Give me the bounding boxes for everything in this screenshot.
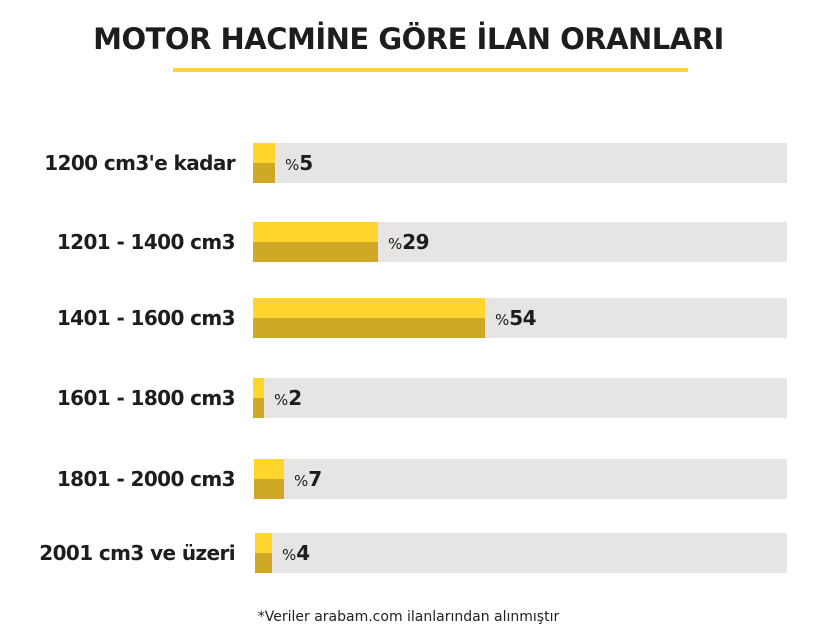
- value-number: 5: [299, 151, 313, 175]
- value-number: 7: [308, 467, 322, 491]
- percent-sign: %: [274, 391, 289, 409]
- bar-bottom-half: [253, 398, 264, 418]
- bar: [253, 222, 378, 262]
- bar: [254, 459, 284, 499]
- title-underline: [173, 68, 688, 72]
- bar: [253, 378, 264, 418]
- category-label: 1200 cm3'e kadar: [44, 151, 235, 175]
- bar-track: %2: [253, 378, 787, 418]
- category-label: 2001 cm3 ve üzeri: [39, 541, 235, 565]
- percent-sign: %: [282, 546, 297, 564]
- bar-bottom-half: [253, 318, 485, 338]
- bar-top-half: [253, 378, 264, 398]
- bar-top-half: [253, 298, 485, 318]
- bar-top-half: [254, 459, 284, 479]
- value-label: %2: [274, 378, 302, 418]
- value-label: %54: [495, 298, 537, 338]
- category-label: 1601 - 1800 cm3: [56, 386, 236, 410]
- category-label: 1201 - 1400 cm3: [56, 230, 236, 254]
- value-number: 4: [296, 541, 310, 565]
- percent-sign: %: [388, 235, 403, 253]
- percent-sign: %: [495, 311, 510, 329]
- bar-bottom-half: [253, 242, 378, 262]
- bar-track: %29: [253, 222, 787, 262]
- value-label: %4: [282, 533, 310, 573]
- value-number: 2: [288, 386, 302, 410]
- category-label: 1401 - 1600 cm3: [56, 306, 236, 330]
- bar-bottom-half: [254, 479, 284, 499]
- bar-bottom-half: [253, 163, 275, 183]
- value-label: %7: [294, 459, 322, 499]
- bar-track: %4: [255, 533, 787, 573]
- bar-top-half: [255, 533, 272, 553]
- bar-top-half: [253, 222, 378, 242]
- bar: [255, 533, 272, 573]
- bar-track: %5: [253, 143, 787, 183]
- footnote: *Veriler arabam.com ilanlarından alınmış…: [257, 609, 560, 625]
- value-number: 54: [509, 306, 537, 330]
- bar-track: %54: [253, 298, 787, 338]
- value-label: %29: [388, 222, 430, 262]
- category-label: 1801 - 2000 cm3: [56, 467, 236, 491]
- bar: [253, 143, 275, 183]
- value-label: %5: [285, 143, 313, 183]
- chart-title: MOTOR HACMİNE GÖRE İLAN ORANLARI: [93, 22, 724, 56]
- percent-sign: %: [285, 156, 300, 174]
- bar-bottom-half: [255, 553, 272, 573]
- percent-sign: %: [294, 472, 309, 490]
- bar-track: %7: [254, 459, 787, 499]
- bar: [253, 298, 485, 338]
- value-number: 29: [402, 230, 430, 254]
- bar-top-half: [253, 143, 275, 163]
